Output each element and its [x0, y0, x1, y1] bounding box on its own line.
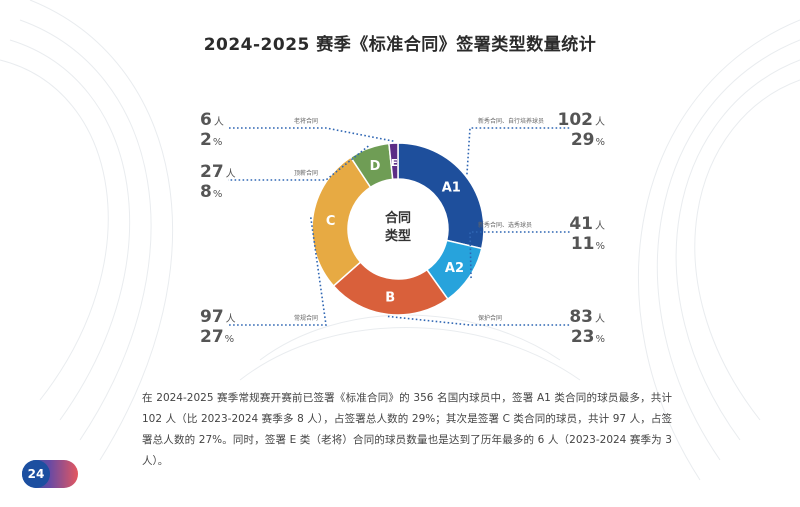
callout-count-a1: 102 人 — [558, 110, 606, 130]
leader-line-e — [228, 127, 394, 142]
slice-c — [311, 156, 372, 288]
callout-count-a2: 41 人 — [569, 214, 605, 234]
slice-a1 — [397, 142, 485, 250]
slice-label-d: D — [370, 159, 381, 174]
page-number-badge: 24 — [22, 460, 78, 488]
callout-c: 97 人27% — [200, 307, 236, 347]
page-number: 24 — [22, 460, 50, 488]
callout-percent-b: 23% — [571, 327, 605, 347]
callout-count-b: 83 人 — [569, 307, 605, 327]
callout-note-b: 保护合同 — [478, 314, 502, 322]
callout-a1: 102 人29% — [558, 110, 606, 150]
slice-label-e: E — [391, 158, 398, 169]
callout-percent-a1: 29% — [571, 130, 605, 150]
callout-e: 6 人2% — [200, 110, 224, 150]
callout-note-a1: 新秀合同、自行培养球员 — [478, 117, 544, 125]
center-label-line-1: 合同 — [385, 210, 411, 226]
callout-count-d: 27 人 — [200, 162, 236, 182]
slice-label-b: B — [385, 291, 395, 306]
center-label-line-2: 类型 — [385, 228, 411, 244]
callout-percent-a2: 11% — [571, 234, 605, 254]
leader-line-a2 — [469, 231, 570, 279]
callout-note-c: 常规合同 — [294, 314, 318, 322]
callout-count-c: 97 人 — [200, 307, 236, 327]
slice-label-a1: A1 — [442, 181, 461, 196]
callout-note-d: 顶薪合同 — [294, 169, 318, 177]
callout-percent-e: 2% — [200, 130, 222, 150]
slice-e — [388, 142, 399, 181]
callout-note-e: 老将合同 — [294, 117, 318, 125]
callout-percent-d: 8% — [200, 182, 222, 202]
callout-b: 83 人23% — [569, 307, 605, 347]
callout-a2: 41 人11% — [569, 214, 605, 254]
callout-percent-c: 27% — [200, 327, 234, 347]
slice-label-c: C — [326, 214, 336, 229]
chart-title: 2024-2025 赛季《标准合同》签署类型数量统计 — [203, 35, 597, 55]
leader-line-a1 — [466, 127, 570, 175]
leader-line-b — [387, 315, 570, 326]
slice-label-a2: A2 — [445, 261, 464, 276]
leader-line-c — [228, 217, 327, 326]
callout-d: 27 人8% — [200, 162, 236, 202]
callout-note-a2: 新秀合同、选秀球员 — [478, 221, 532, 229]
description-paragraph: 在 2024-2025 赛季常规赛开赛前已签署《标准合同》的 356 名国内球员… — [142, 392, 672, 467]
